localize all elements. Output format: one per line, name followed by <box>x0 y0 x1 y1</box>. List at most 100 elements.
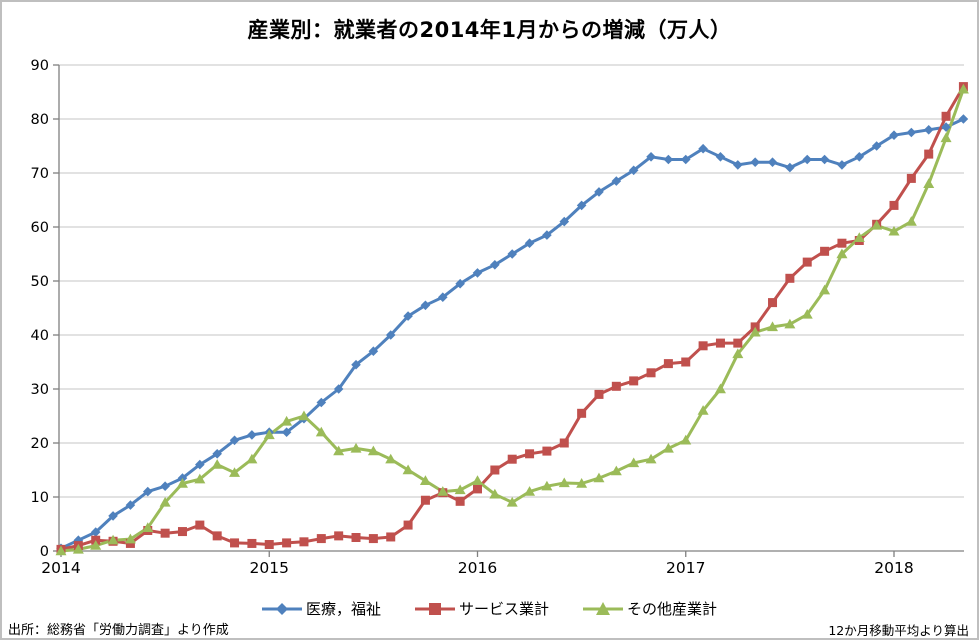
marker-triangle <box>246 453 258 464</box>
y-tick-label: 80 <box>31 112 49 128</box>
marker-square <box>646 368 656 378</box>
marker-triangle <box>558 477 570 488</box>
marker-diamond <box>837 160 847 170</box>
series-line-0 <box>59 117 965 550</box>
marker-diamond <box>889 130 899 140</box>
y-tick-label: 60 <box>31 220 49 236</box>
legend-item-other-industries: その他産業計 <box>583 598 717 619</box>
marker-triangle <box>593 472 605 483</box>
marker-triangle <box>263 429 275 440</box>
source-note: 出所：総務省「労働力調査」より作成 <box>8 623 229 638</box>
marker-triangle <box>819 284 831 295</box>
legend-label-services: サービス業計 <box>458 600 549 618</box>
marker-square <box>924 149 934 159</box>
marker-triangle <box>610 465 622 476</box>
marker-square <box>837 238 847 248</box>
marker-square <box>177 527 187 537</box>
marker-square <box>663 359 673 369</box>
y-tick-label: 40 <box>31 328 49 344</box>
marker-diamond <box>403 311 413 321</box>
marker-triangle <box>419 475 431 485</box>
marker-triangle <box>680 434 692 445</box>
marker-diamond <box>559 216 570 227</box>
marker-triangle <box>385 453 397 464</box>
marker-triangle <box>350 442 362 453</box>
marker-diamond <box>351 359 361 370</box>
marker-diamond <box>437 292 448 302</box>
y-tick-label: 20 <box>31 436 49 452</box>
marker-square <box>125 538 135 548</box>
marker-diamond <box>472 268 483 278</box>
marker-triangle <box>367 445 379 456</box>
marker-diamond <box>420 300 431 311</box>
legend-item-medical-welfare: 医療，福祉 <box>261 598 381 619</box>
marker-diamond <box>767 157 778 167</box>
marker-diamond <box>542 230 552 240</box>
legend-marker-triangle-icon <box>583 601 623 615</box>
marker-square <box>715 338 725 348</box>
marker-diamond <box>524 238 535 248</box>
marker-diamond <box>854 152 865 162</box>
marker-diamond <box>646 152 656 162</box>
marker-square <box>611 381 621 391</box>
marker-square <box>941 111 951 121</box>
chart-title: 産業別：就業者の2014年1月からの増減（万人） <box>247 18 732 42</box>
marker-square <box>542 446 552 456</box>
marker-square <box>889 200 899 210</box>
marker-square <box>681 357 691 367</box>
marker-diamond <box>90 527 101 537</box>
marker-triangle <box>402 464 414 475</box>
marker-triangle <box>645 453 657 464</box>
legend-label-medical-welfare: 医療，福祉 <box>305 600 381 618</box>
legend-marker-diamond-icon <box>261 602 302 615</box>
marker-diamond <box>507 249 518 259</box>
marker-triangle <box>90 540 102 550</box>
marker-diamond <box>247 430 257 440</box>
legend-label-other-industries: その他産業計 <box>627 600 718 618</box>
marker-triangle <box>836 248 848 259</box>
marker-triangle <box>142 522 154 532</box>
marker-square <box>594 389 604 399</box>
x-tick-label: 2015 <box>250 559 289 577</box>
marker-square <box>368 534 378 544</box>
marker-diamond <box>333 384 344 394</box>
marker-triangle <box>888 225 900 236</box>
marker-square <box>247 538 257 548</box>
legend-item-services: サービス業計 <box>414 598 549 619</box>
y-tick-label: 90 <box>31 58 49 74</box>
marker-diamond <box>142 486 153 497</box>
marker-triangle <box>524 486 536 496</box>
marker-triangle <box>541 480 553 491</box>
marker-diamond <box>316 397 327 408</box>
x-tick-label: 2017 <box>666 559 705 577</box>
marker-diamond <box>663 154 674 165</box>
marker-square <box>386 532 396 542</box>
marker-square <box>490 465 500 475</box>
marker-diamond <box>195 459 205 470</box>
y-tick-label: 50 <box>31 274 49 290</box>
marker-triangle <box>576 478 588 488</box>
marker-triangle <box>72 543 84 554</box>
marker-square <box>160 528 170 538</box>
marker-diamond <box>576 200 587 211</box>
marker-square <box>282 538 292 548</box>
marker-diamond <box>125 500 136 510</box>
marker-square <box>351 533 361 542</box>
y-tick-label: 30 <box>31 382 49 398</box>
marker-triangle <box>176 478 188 488</box>
marker-triangle <box>749 326 761 337</box>
marker-diamond <box>455 278 465 289</box>
plot-area: 0 10 20 30 40 50 60 70 80 90 2014 2015 2016 2017 2018 <box>2 2 977 601</box>
marker-triangle <box>714 383 726 394</box>
marker-square <box>559 438 569 448</box>
marker-square <box>820 246 830 256</box>
marker-diamond <box>958 114 969 124</box>
marker-square <box>473 484 482 494</box>
marker-triangle <box>940 132 952 143</box>
marker-diamond <box>941 122 951 132</box>
marker-diamond <box>785 162 795 173</box>
marker-diamond <box>871 141 882 151</box>
marker-diamond <box>490 260 500 270</box>
marker-diamond <box>819 154 830 165</box>
